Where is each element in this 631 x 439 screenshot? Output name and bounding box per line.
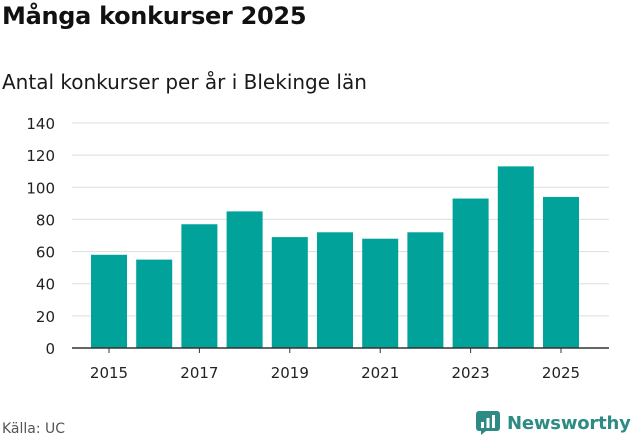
y-tick-label: 100: [26, 179, 55, 197]
x-axis: [72, 347, 609, 353]
bar-2025: [543, 196, 579, 348]
bar-2015: [91, 254, 127, 348]
y-tick-label: 20: [36, 308, 55, 326]
bar-2019: [271, 237, 308, 348]
bar-2016: [136, 259, 173, 348]
bar-series: [91, 166, 579, 348]
y-tick-label: 0: [45, 340, 55, 358]
brand-logo: Newsworthy: [475, 408, 631, 438]
x-tick-label: 2019: [271, 364, 309, 382]
bar-2020: [317, 232, 353, 348]
source-note: Källa: UC: [2, 421, 66, 437]
x-tick-label: 2015: [90, 364, 128, 382]
y-axis-tick-labels: 0 20 40 60 80 100 120 140: [26, 115, 55, 358]
x-tick-label: 2025: [542, 364, 580, 382]
x-axis-tick-labels: 2015 2017 2019 2021 2023 2025: [90, 364, 580, 382]
y-tick-label: 120: [26, 147, 55, 165]
newsworthy-logo-icon: [476, 411, 500, 435]
bar-2023: [452, 198, 489, 348]
x-tick-label: 2023: [452, 364, 490, 382]
chart-title: Många konkurser 2025: [2, 2, 307, 30]
bar-2021: [362, 238, 399, 348]
y-tick-label: 140: [26, 115, 55, 133]
brand-name: Newsworthy: [507, 412, 631, 434]
y-tick-label: 80: [36, 211, 55, 229]
y-tick-label: 40: [36, 276, 55, 294]
bar-2017: [181, 224, 218, 348]
x-tick-label: 2017: [180, 364, 218, 382]
bar-2024: [497, 166, 534, 348]
bar-2018: [226, 211, 263, 348]
bar-2022: [407, 232, 444, 348]
chart-subtitle: Antal konkurser per år i Blekinge län: [2, 70, 367, 94]
x-tick-label: 2021: [361, 364, 399, 382]
y-tick-label: 60: [36, 244, 55, 262]
